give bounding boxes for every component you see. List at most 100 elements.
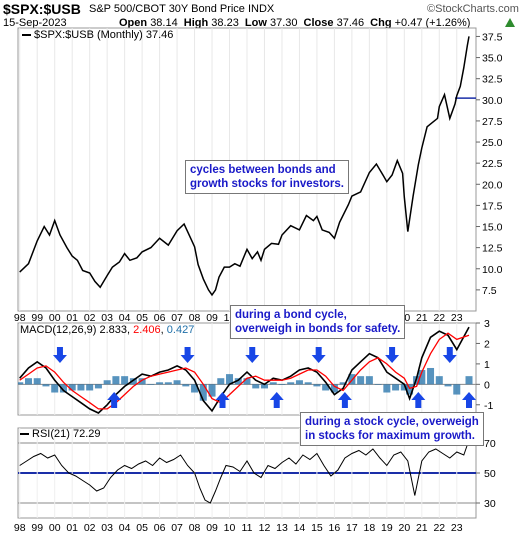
high-value: 38.23 [211,17,239,29]
macd-histogram-bar [453,384,461,395]
quote-line: Open 38.14 High 38.23 Low 37.30 Close 37… [119,17,470,29]
price-legend-text: $SPX:$USB (Monthly) 37.46 [34,29,174,41]
hist-legend-value: 0.427 [166,324,195,336]
rsi-x-tick-label: 23 [451,522,463,534]
price-x-tick-label: 06 [154,312,166,324]
macd-line [19,326,470,414]
macd-histogram-bar [465,376,473,385]
macd-histogram-bar [260,384,268,389]
price-y-tick-label: 7.5 [482,285,497,297]
macd-histogram-bar [103,380,111,385]
price-series-line [19,36,470,297]
macd-y-tick-label: 3 [484,318,490,330]
price-x-tick-label: 23 [451,312,463,324]
macd-histogram-bar [208,384,216,397]
macd-histogram-bar [243,378,251,385]
buy-stocks-arrow-up [215,392,230,408]
macd-legend-name: MACD(12,26,9) [20,324,97,336]
rsi-legend: RSI(21) 72.29 [20,428,100,440]
close-value: 37.46 [336,17,365,29]
price-x-tick-label: 07 [171,312,183,324]
price-x-tick-label: 22 [433,312,445,324]
macd-histogram-bar [295,380,303,385]
macd-histogram-bar [121,376,129,385]
buy-stocks-arrow-up [462,392,477,408]
sell-bonds-arrow-down [180,347,195,363]
macd-histogram-bar [173,380,181,385]
open-label: Open [119,17,148,29]
macd-histogram-bar [357,376,365,385]
macd-histogram-bar [383,384,391,393]
macd-histogram-bar [112,376,120,385]
macd-histogram-bar [147,384,155,385]
macd-histogram-bar [339,382,347,385]
buy-stocks-arrow-up [269,392,284,408]
rsi-x-tick-label: 11 [242,522,253,534]
macd-histogram-bar [269,382,277,385]
macd-histogram-bar [59,384,67,393]
annotation-cycles: cycles between bonds and growth stocks f… [185,160,350,194]
rsi-legend-text: RSI(21) 72.29 [32,428,101,440]
macd-legend-value: 2.833 [99,324,128,336]
price-x-tick-label: 03 [101,312,113,324]
rsi-x-tick-label: 12 [259,522,271,534]
rsi-legend-swatch [20,433,29,436]
rsi-x-tick-label: 06 [154,522,166,534]
buy-stocks-arrow-up [411,392,426,408]
annotation-stock-cycle: during a stock cycle, overweigh in stock… [300,412,484,446]
price-y-tick-label: 10.0 [482,264,503,276]
macd-histogram-bar [42,384,50,387]
buy-stocks-arrow-up [337,392,352,408]
buy-stocks-arrow-up [107,392,122,408]
rsi-x-tick-label: 98 [14,522,26,534]
macd-histogram-bar [217,378,225,385]
macd-histogram-bar [33,378,41,385]
rsi-x-tick-label: 03 [101,522,113,534]
macd-histogram-bar [392,384,400,391]
macd-histogram-bar [18,382,24,385]
rsi-x-tick-label: 19 [381,522,393,534]
rsi-x-tick-label: 01 [66,522,78,534]
sell-bonds-arrow-down [311,347,326,363]
chg-label: Chg [370,17,392,29]
price-y-tick-label: 37.5 [482,31,503,43]
rsi-x-tick-label: 22 [433,522,445,534]
rsi-x-tick-label: 21 [416,522,428,534]
macd-histogram-bar [94,384,102,389]
macd-legend: MACD(12,26,9) 2.833, 2.406, 0.427 [20,324,194,336]
rsi-x-tick-label: 18 [364,522,376,534]
macd-histogram-bar [365,376,373,385]
macd-histogram-bar [68,384,76,391]
rsi-x-tick-label: 09 [206,522,218,534]
price-x-tick-label: 99 [31,312,43,324]
macd-histogram-bar [182,384,190,387]
price-legend: $SPX:$USB (Monthly) 37.46 [22,29,173,41]
close-label: Close [303,17,334,29]
macd-histogram-bar [435,376,443,385]
macd-histogram-bar [313,384,321,387]
price-y-tick-label: 22.5 [482,158,503,170]
macd-legend-sep1: , [127,324,134,336]
macd-histogram-bar [427,367,435,385]
signal-legend-value: 2.406 [133,324,161,336]
rsi-x-tick-label: 02 [84,522,96,534]
signal-line [19,332,470,410]
rsi-y-tick-label: 30 [484,498,496,510]
price-x-tick-label: 10 [224,312,236,324]
rsi-x-tick-label: 99 [31,522,43,534]
price-x-tick-label: 09 [206,312,218,324]
rsi-x-tick-label: 16 [329,522,341,534]
sell-bonds-arrow-down [385,347,400,363]
open-value: 38.14 [150,17,178,29]
price-y-tick-label: 15.0 [482,222,503,234]
price-y-tick-label: 25.0 [482,137,503,149]
sell-bonds-arrow-down [442,347,457,363]
macd-histogram-bar [322,384,330,391]
macd-histogram-bar [304,382,312,385]
rsi-y-tick-label: 70 [484,438,496,450]
macd-histogram-bar [406,384,414,395]
rsi-panel: 30 50 70 98 99 00 01 02 03 04 05 06 07 08 09 10 11 12 13 14… [14,427,496,534]
price-y-tick-label: 17.5 [482,200,503,212]
